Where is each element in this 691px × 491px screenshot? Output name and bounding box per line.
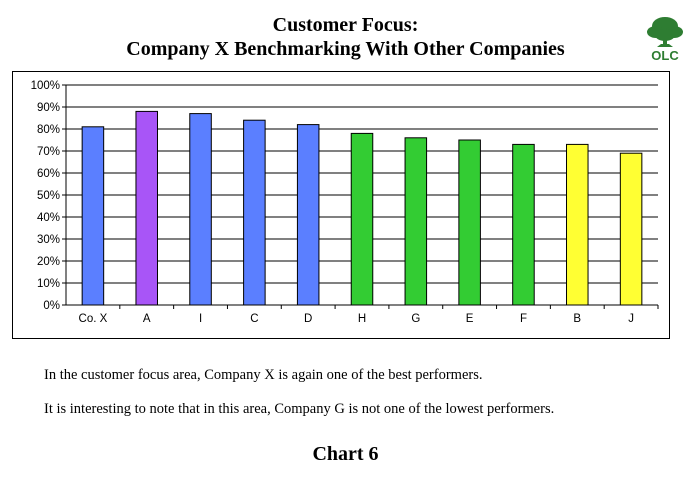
bar — [404, 137, 428, 306]
x-tick-label: C — [250, 313, 258, 325]
x-tick-label: J — [628, 313, 634, 325]
bar — [566, 143, 589, 306]
bar — [243, 119, 266, 306]
y-tick-label: 100% — [31, 80, 60, 92]
bar — [458, 139, 481, 306]
axes — [65, 85, 658, 306]
chart-title-line1: Customer Focus: — [272, 14, 419, 36]
x-tick-label: I — [199, 313, 202, 325]
bar — [189, 113, 212, 306]
note-line-2: It is interesting to note that in this a… — [44, 401, 555, 417]
bar — [512, 143, 535, 306]
note-line-1: In the customer focus area, Company X is… — [44, 367, 483, 383]
y-tick-label: 50% — [37, 190, 60, 202]
x-tick-label: Co. X — [79, 313, 108, 325]
chart-frame — [12, 71, 670, 339]
y-tick-label: 90% — [37, 102, 60, 114]
olc-logo: OLC — [647, 17, 683, 62]
bars — [81, 110, 643, 306]
x-tick-label: A — [143, 313, 151, 325]
x-tick-label: E — [466, 313, 474, 325]
x-tick-label: G — [411, 313, 420, 325]
y-axis-ticks: 0% 10% 20% 30% 40% 50% 60% 70% 80% 90% 100% — [31, 80, 66, 312]
y-tick-label: 10% — [37, 278, 60, 290]
bar-chart: 0% 10% 20% 30% 40% 50% 60% 70% 80% 90% 100% Co. X A… — [12, 71, 670, 339]
x-tick-label: H — [358, 313, 366, 325]
bar — [135, 110, 158, 306]
bar — [619, 152, 643, 306]
y-tick-label: 70% — [37, 146, 60, 158]
y-tick-label: 60% — [37, 168, 60, 180]
chart-caption: Chart 6 — [312, 443, 379, 465]
x-tick-label: B — [573, 313, 581, 325]
y-tick-label: 80% — [37, 124, 60, 136]
y-tick-label: 20% — [37, 256, 60, 268]
x-axis-ticks: Co. X A I C D H G E F B J — [79, 305, 659, 325]
bar — [350, 132, 374, 306]
y-tick-label: 40% — [37, 212, 60, 224]
bar — [296, 124, 320, 306]
bar — [81, 126, 105, 306]
y-tick-label: 0% — [43, 300, 60, 312]
tree-icon — [647, 17, 683, 47]
x-tick-label: F — [520, 313, 527, 325]
y-tick-label: 30% — [37, 234, 60, 246]
x-tick-label: D — [304, 313, 312, 325]
logo-text: OLC — [651, 48, 679, 62]
chart-title-line2: Company X Benchmarking With Other Compan… — [126, 38, 565, 60]
